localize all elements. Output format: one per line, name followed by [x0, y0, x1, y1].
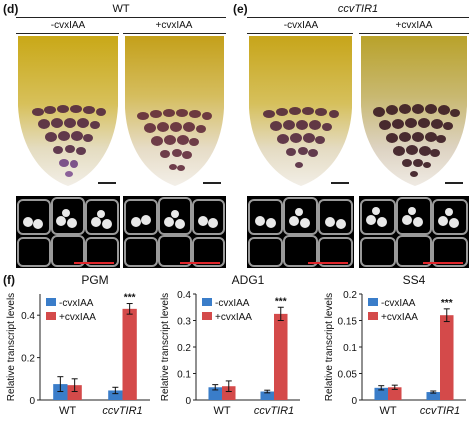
y-tick-label: 0 — [351, 396, 357, 407]
legend-label: +cvxIAA — [381, 312, 418, 323]
root-tip-photo — [359, 36, 469, 190]
scale-bar — [423, 262, 463, 264]
bar — [260, 391, 274, 400]
legend-label: +cvxIAA — [215, 312, 252, 323]
scale-bar — [331, 182, 349, 184]
legend-swatch — [368, 298, 378, 306]
scale-bar — [180, 262, 220, 264]
scale-bar — [445, 182, 463, 184]
y-tick-label: 0.1 — [177, 370, 191, 381]
legend-swatch — [202, 312, 212, 320]
legend-label: -cvxIAA — [381, 298, 416, 309]
x-tick-label: ccvTIR1 — [420, 405, 460, 417]
bar — [274, 313, 288, 400]
root-tip-photo — [247, 36, 354, 190]
significance-marker: *** — [275, 296, 287, 307]
significance-marker: *** — [441, 298, 453, 309]
amyloplast-image — [16, 196, 120, 268]
legend-swatch — [46, 298, 56, 306]
bar — [374, 387, 388, 400]
treatment-label: -cvxIAA — [50, 20, 86, 31]
header-rule — [16, 33, 119, 34]
header-rule — [123, 33, 226, 34]
legend-label: -cvxIAA — [215, 298, 250, 309]
scale-bar — [203, 182, 221, 184]
bar — [388, 387, 402, 400]
x-tick-label: WT — [213, 405, 230, 417]
y-tick-label: 0.4 — [177, 290, 191, 301]
genotype-label-wt: WT — [112, 3, 130, 15]
bar — [426, 392, 440, 400]
legend-label: +cvxIAA — [59, 312, 96, 323]
treatment-label: +cvxIAA — [155, 20, 193, 31]
chart-title: SS4 — [403, 273, 426, 287]
amyloplast-image — [359, 196, 469, 268]
legend-label: -cvxIAA — [59, 298, 94, 309]
legend-swatch — [202, 298, 212, 306]
treatment-label: +cvxIAA — [395, 20, 433, 31]
root-tip-photo — [123, 36, 226, 190]
scale-bar — [74, 262, 114, 264]
bar — [208, 387, 222, 400]
bar — [222, 386, 236, 400]
y-tick-label: 0 — [29, 396, 35, 407]
header-rule — [16, 17, 226, 18]
panel-letter-f: (f) — [3, 273, 15, 287]
panel-letter-d: (d) — [3, 2, 19, 16]
significance-marker: *** — [124, 293, 136, 304]
scale-bar — [308, 262, 348, 264]
x-tick-label: ccvTIR1 — [102, 405, 142, 417]
y-tick-label: 0.2 — [343, 290, 357, 301]
x-tick-label: ccvTIR1 — [254, 405, 294, 417]
bar — [53, 384, 68, 400]
y-tick-label: 0.2 — [177, 343, 191, 354]
bar — [108, 390, 123, 400]
y-tick-label: 0.05 — [338, 370, 358, 381]
y-tick-label: 0.3 — [177, 317, 191, 328]
x-tick-label: WT — [59, 405, 76, 417]
amyloplast-image — [123, 196, 226, 268]
chart-title: PGM — [81, 273, 108, 287]
header-rule — [247, 17, 469, 18]
x-tick-label: WT — [379, 405, 396, 417]
y-tick-label: 0.2 — [21, 354, 35, 365]
legend-swatch — [368, 312, 378, 320]
treatment-label: -cvxIAA — [283, 20, 319, 31]
legend-swatch — [46, 312, 56, 320]
y-tick-label: 0.4 — [21, 311, 35, 322]
y-axis-label: Relative transcript levels — [160, 293, 171, 401]
root-tip-photo — [16, 36, 120, 190]
y-axis-label: Relative transcript levels — [6, 293, 17, 401]
bar — [440, 315, 454, 400]
bar — [67, 385, 82, 400]
transcript-bar-charts: PGM Relative transcript levels 0 0.2 0.4 WT **… — [6, 273, 466, 417]
panel-letter-e: (e) — [233, 2, 248, 16]
y-tick-label: 0.15 — [338, 317, 358, 328]
amyloplast-image — [247, 196, 354, 268]
y-tick-label: 0 — [185, 396, 191, 407]
scale-bar — [98, 182, 116, 184]
y-axis-label: Relative transcript levels — [324, 293, 335, 401]
genotype-label-ccvtir1: ccvTIR1 — [337, 3, 379, 15]
chart-title: ADG1 — [232, 273, 265, 287]
header-rule — [359, 33, 469, 34]
y-tick-label: 0.1 — [343, 343, 357, 354]
header-rule — [247, 33, 353, 34]
bar — [122, 308, 137, 400]
